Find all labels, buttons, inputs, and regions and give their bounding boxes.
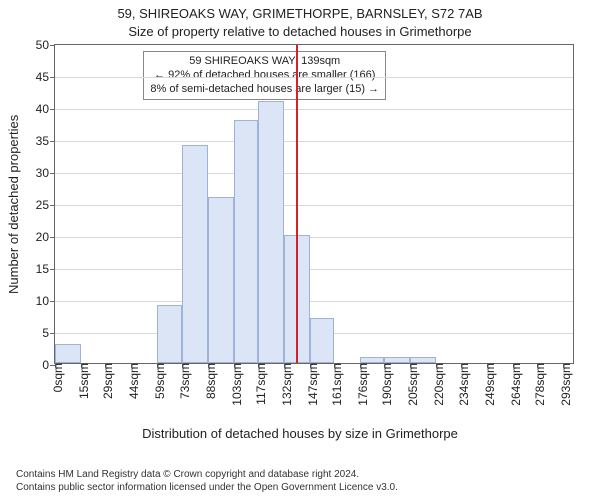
marker-line [296, 45, 298, 363]
xtick-label: 59sqm [147, 363, 167, 399]
ytick-label: 15 [36, 262, 55, 276]
ytick-label: 5 [42, 326, 55, 340]
xtick-label: 176sqm [350, 363, 370, 406]
page-subtitle: Size of property relative to detached ho… [0, 24, 600, 39]
xtick-label: 0sqm [45, 363, 65, 392]
ytick-label: 25 [36, 198, 55, 212]
xtick-label: 73sqm [172, 363, 192, 399]
ytick-label: 30 [36, 166, 55, 180]
xtick-label: 264sqm [503, 363, 523, 406]
gridline [55, 141, 573, 142]
xtick-label: 15sqm [71, 363, 91, 399]
footer-attribution: Contains HM Land Registry data © Crown c… [16, 469, 398, 494]
page-title: 59, SHIREOAKS WAY, GRIMETHORPE, BARNSLEY… [0, 6, 600, 21]
xtick-label: 278sqm [527, 363, 547, 406]
xtick-label: 29sqm [95, 363, 115, 399]
histogram-bar [234, 120, 258, 363]
gridline [55, 77, 573, 78]
chart-container: 59, SHIREOAKS WAY, GRIMETHORPE, BARNSLEY… [0, 0, 600, 500]
footer-line-1: Contains HM Land Registry data © Crown c… [16, 469, 398, 482]
xtick-label: 147sqm [300, 363, 320, 406]
ytick-label: 10 [36, 294, 55, 308]
xtick-label: 205sqm [400, 363, 420, 406]
gridline [55, 301, 573, 302]
histogram-bar [182, 145, 208, 363]
info-line-3: 8% of semi-detached houses are larger (1… [150, 83, 379, 97]
histogram-bar [208, 197, 234, 363]
gridline [55, 269, 573, 270]
x-axis-label: Distribution of detached houses by size … [0, 426, 600, 441]
xtick-label: 132sqm [274, 363, 294, 406]
ytick-label: 20 [36, 230, 55, 244]
gridline [55, 173, 573, 174]
gridline [55, 109, 573, 110]
histogram-bar [258, 101, 284, 363]
xtick-label: 88sqm [198, 363, 218, 399]
xtick-label: 103sqm [224, 363, 244, 406]
info-line-1: 59 SHIREOAKS WAY: 139sqm [150, 55, 379, 69]
ytick-label: 40 [36, 102, 55, 116]
xtick-label: 44sqm [121, 363, 141, 399]
xtick-label: 293sqm [553, 363, 573, 406]
info-line-2: ← 92% of detached houses are smaller (16… [150, 69, 379, 83]
gridline [55, 237, 573, 238]
xtick-label: 234sqm [451, 363, 471, 406]
xtick-label: 220sqm [426, 363, 446, 406]
ytick-label: 50 [36, 38, 55, 52]
plot-area: 59 SHIREOAKS WAY: 139sqm ← 92% of detach… [54, 44, 574, 364]
y-axis-label: Number of detached properties [6, 114, 21, 293]
xtick-label: 161sqm [324, 363, 344, 406]
gridline [55, 205, 573, 206]
ytick-label: 35 [36, 134, 55, 148]
xtick-label: 190sqm [374, 363, 394, 406]
ytick-label: 45 [36, 70, 55, 84]
histogram-bar [55, 344, 81, 363]
histogram-bar [310, 318, 334, 363]
histogram-bar [157, 305, 181, 363]
xtick-label: 117sqm [248, 363, 268, 405]
info-box: 59 SHIREOAKS WAY: 139sqm ← 92% of detach… [143, 51, 386, 100]
xtick-label: 249sqm [477, 363, 497, 406]
footer-line-2: Contains public sector information licen… [16, 482, 398, 495]
